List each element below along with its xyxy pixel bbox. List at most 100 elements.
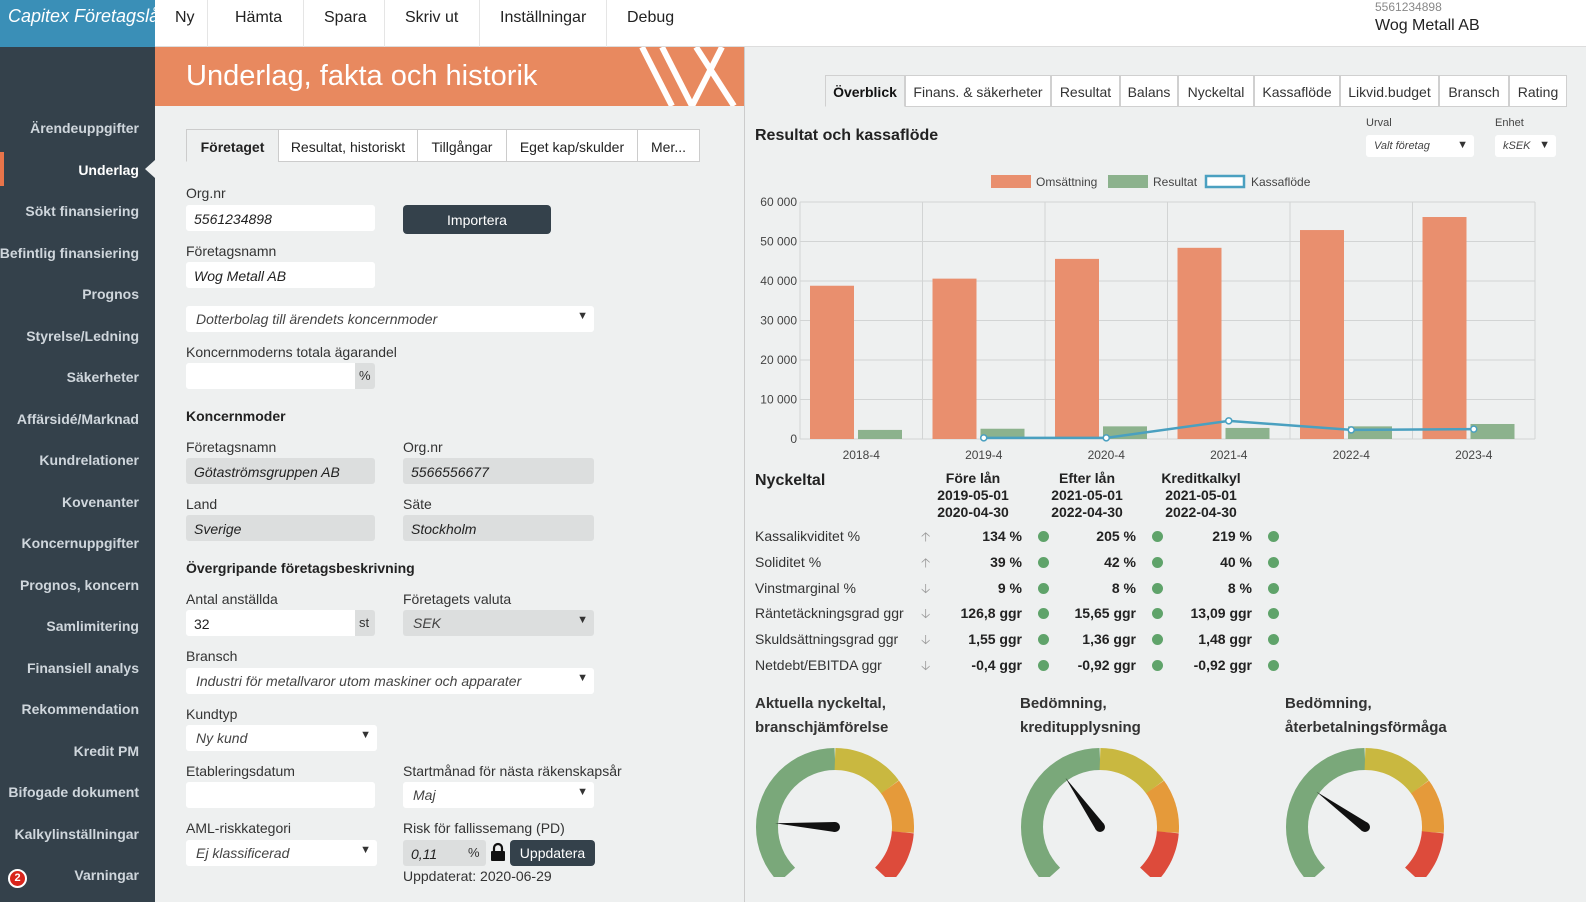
sidebar-item-finansiell-analys[interactable]: Finansiell analys bbox=[26, 660, 139, 676]
sidebar-item-underlag[interactable]: Underlag bbox=[78, 162, 139, 178]
employees-unit: st bbox=[355, 610, 375, 636]
sidebar-item-befintlig-finansiering[interactable]: Befintlig finansiering bbox=[0, 245, 139, 261]
sidebar-item-kalkylinstallningar[interactable]: Kalkylinställningar bbox=[14, 826, 139, 842]
tab-nyckeltal[interactable]: Nyckeltal bbox=[1178, 75, 1254, 107]
tab-finans-sakerheter[interactable]: Finans. & säkerheter bbox=[905, 75, 1051, 107]
menu-save[interactable]: Spara bbox=[304, 0, 385, 47]
app-brand: Capitex Företagslån bbox=[0, 0, 155, 47]
status-dot bbox=[1268, 556, 1279, 568]
urval-select[interactable]: Valt företag ▼ bbox=[1366, 135, 1474, 157]
est-date-field[interactable] bbox=[186, 782, 375, 808]
nyckeltal-column-header: Före lån 2019-05-01 2020-04-30 bbox=[913, 470, 1033, 521]
industry-select[interactable]: Industri för metallvaror utom maskiner o… bbox=[186, 668, 594, 694]
sidebar-item-varningar[interactable]: Varningar bbox=[74, 867, 139, 883]
sidebar-item-arendeuppgifter[interactable]: Ärendeuppgifter bbox=[30, 120, 139, 136]
sidebar-item-kredit-pm[interactable]: Kredit PM bbox=[73, 743, 139, 759]
point-kassaflode bbox=[1102, 434, 1110, 442]
gauge-needle-hub bbox=[830, 822, 840, 832]
nyckeltal-value: 1,36 ggr bbox=[1082, 631, 1136, 648]
menu-debug[interactable]: Debug bbox=[627, 9, 675, 26]
tab-balans[interactable]: Balans bbox=[1120, 75, 1178, 107]
sidebar-item-kovenanter[interactable]: Kovenanter bbox=[61, 494, 139, 510]
sidebar-item-rekommendation[interactable]: Rekommendation bbox=[21, 701, 139, 717]
sidebar-item-bifogade-dokument[interactable]: Bifogade dokument bbox=[8, 784, 139, 800]
tab-eget-kapital[interactable]: Eget kap/skulder bbox=[506, 129, 638, 162]
x-tick-label: 2022-4 bbox=[1333, 448, 1371, 462]
tab-foretaget[interactable]: Företaget bbox=[186, 129, 279, 162]
nyckeltal-value: 13,09 ggr bbox=[1190, 605, 1252, 622]
point-kassaflode bbox=[1347, 426, 1355, 434]
employees-field[interactable]: 32 bbox=[186, 610, 356, 636]
tab-rating[interactable]: Rating bbox=[1509, 75, 1567, 107]
sidebar-item-prognos-koncern[interactable]: Prognos, koncern bbox=[19, 577, 139, 593]
company-name-field[interactable]: Wog Metall AB bbox=[186, 262, 375, 288]
enhet-select[interactable]: kSEK ▼ bbox=[1495, 135, 1556, 157]
bar-resultat-2023-4 bbox=[1470, 423, 1515, 439]
nyckeltal-row-name: Räntetäckningsgrad ggr bbox=[755, 605, 904, 622]
bar-omsättning-2018-4 bbox=[810, 285, 854, 439]
active-indicator bbox=[0, 152, 4, 186]
sidebar-item-styrelse[interactable]: Styrelse/Ledning bbox=[26, 328, 139, 344]
pd-unit: % bbox=[464, 840, 486, 866]
import-button[interactable]: Importera bbox=[403, 205, 551, 234]
nyckeltal-value: -0,92 ggr bbox=[1077, 657, 1136, 673]
status-dot bbox=[1152, 556, 1163, 568]
menu-fetch[interactable]: Hämta bbox=[215, 0, 304, 47]
gauge-segment bbox=[755, 748, 836, 877]
aml-select[interactable]: Ej klassificerad ▼ bbox=[186, 840, 377, 866]
sidebar-item-koncernuppgifter[interactable]: Koncernuppgifter bbox=[21, 535, 139, 551]
column-header-to: 2022-04-30 bbox=[1051, 504, 1123, 520]
customer-type-select[interactable]: Ny kund ▼ bbox=[186, 725, 377, 751]
start-month-select[interactable]: Maj ▼ bbox=[403, 782, 594, 808]
active-arrow bbox=[145, 160, 155, 178]
menu-new[interactable]: Ny bbox=[155, 0, 208, 47]
sidebar-item-samlimitering[interactable]: Samlimitering bbox=[46, 618, 139, 634]
bar-omsättning-2022-4 bbox=[1300, 230, 1344, 439]
status-dot bbox=[1152, 634, 1163, 646]
legend-label: Kassaflöde bbox=[1251, 175, 1311, 189]
currency-select-value: SEK bbox=[413, 615, 442, 631]
column-header-to: 2020-04-30 bbox=[937, 504, 1009, 520]
status-dot bbox=[1268, 582, 1279, 594]
tab-likvid-budget[interactable]: Likvid.budget bbox=[1340, 75, 1439, 107]
tab-bransch[interactable]: Bransch bbox=[1439, 75, 1509, 107]
nyckeltal-row-name: Soliditet % bbox=[755, 553, 822, 570]
currency-select[interactable]: SEK ▼ bbox=[403, 610, 594, 636]
nyckeltal-title: Nyckeltal bbox=[755, 472, 826, 489]
name-label: Företagsnamn bbox=[186, 243, 277, 259]
tab-mer[interactable]: Mer... bbox=[637, 129, 700, 162]
sidebar-item-kundrelationer[interactable]: Kundrelationer bbox=[39, 452, 139, 468]
sidebar-item-affarside[interactable]: Affärsidé/Marknad bbox=[16, 411, 139, 427]
menu-settings[interactable]: Inställningar bbox=[480, 0, 607, 47]
seat-field: Stockholm bbox=[403, 515, 594, 541]
tab-resultat-historiskt[interactable]: Resultat, historiskt bbox=[278, 129, 418, 162]
chevron-down-icon: ▼ bbox=[577, 672, 588, 684]
tab-kassaflode[interactable]: Kassaflöde bbox=[1254, 75, 1340, 107]
bar-omsättning-2020-4 bbox=[1055, 258, 1099, 439]
est-date-label: Etableringsdatum bbox=[186, 763, 295, 779]
arrow-down-icon: 🡣 bbox=[921, 580, 931, 596]
arrow-down-icon: 🡣 bbox=[921, 632, 931, 648]
sidebar-item-sakerheter[interactable]: Säkerheter bbox=[66, 369, 139, 385]
org-nr-field[interactable]: 5561234898 bbox=[186, 205, 375, 231]
menu-print[interactable]: Skriv ut bbox=[385, 0, 480, 47]
gauge-segment bbox=[1140, 831, 1179, 877]
y-tick-label: 20 000 bbox=[760, 353, 797, 367]
tab-overblick[interactable]: Överblick bbox=[825, 75, 905, 107]
chevron-down-icon: ▼ bbox=[1457, 139, 1468, 151]
update-pd-button[interactable]: Uppdatera bbox=[510, 840, 595, 866]
gauge-title: Aktuella nyckeltal, branschjämförelse bbox=[755, 692, 888, 740]
nyckeltal-value: 205 % bbox=[1096, 528, 1136, 544]
industry-select-value: Industri för metallvaror utom maskiner o… bbox=[196, 673, 522, 689]
relation-select[interactable]: Dotterbolag till ärendets koncernmoder ▼ bbox=[186, 306, 594, 332]
nyckeltal-value: 1,55 ggr bbox=[968, 631, 1022, 648]
gauge-title-line2: branschjämförelse bbox=[755, 719, 889, 736]
urval-label: Urval bbox=[1366, 117, 1392, 129]
nyckeltal-value: 8 % bbox=[1227, 579, 1252, 596]
tab-resultat[interactable]: Resultat bbox=[1051, 75, 1120, 107]
sidebar-item-sokt-finansiering[interactable]: Sökt finansiering bbox=[25, 203, 139, 219]
sidebar-item-prognos[interactable]: Prognos bbox=[82, 286, 139, 302]
status-dot bbox=[1268, 608, 1279, 620]
share-field[interactable] bbox=[186, 363, 356, 389]
tab-tillgangar[interactable]: Tillgångar bbox=[417, 129, 507, 162]
